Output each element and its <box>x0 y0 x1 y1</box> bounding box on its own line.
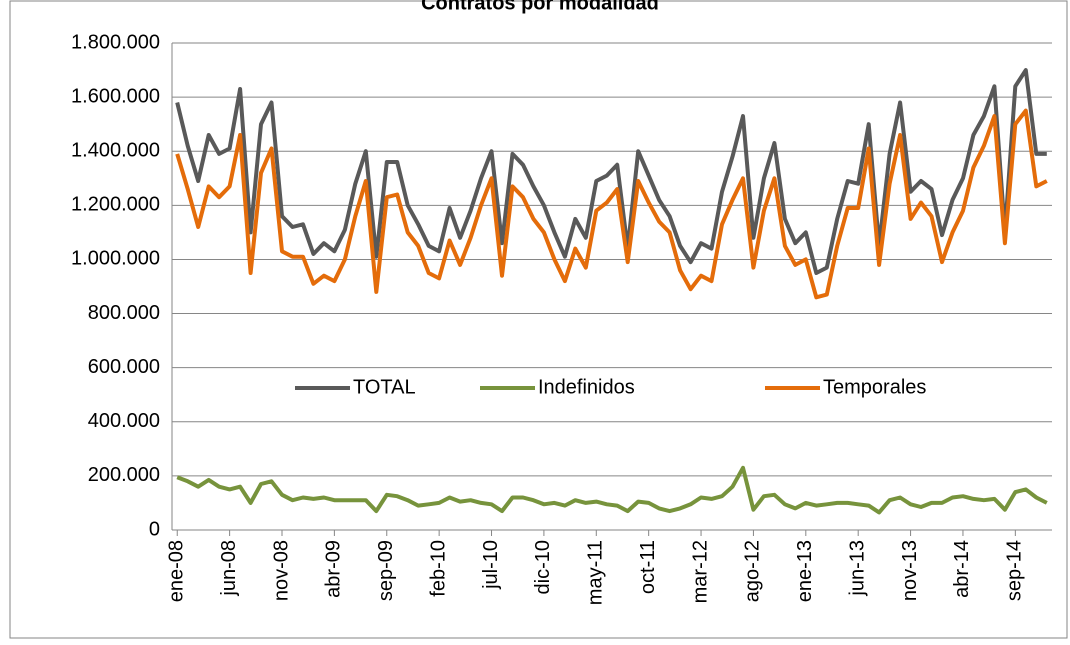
chart-frame <box>9 0 1068 639</box>
x-tick-label: feb-10 <box>427 540 449 597</box>
series-line <box>176 465 1048 515</box>
x-tick-label: jun-13 <box>846 540 868 597</box>
x-tick-label: jul-10 <box>480 540 502 590</box>
x-tick-label: oct-11 <box>637 540 659 594</box>
x-tick-label: sep-09 <box>375 540 397 601</box>
x-tick-label: nov-08 <box>270 540 292 601</box>
x-tick-label: abr-14 <box>951 540 973 598</box>
legend-label: Temporales <box>823 376 926 398</box>
y-tick-label: 1.800.000 <box>71 31 160 53</box>
legend-label: TOTAL <box>353 376 416 398</box>
x-tick-label: ene-13 <box>794 540 816 602</box>
chart-title: Contratos por modalidad <box>421 0 659 14</box>
x-tick-label: dic-10 <box>532 540 554 594</box>
y-tick-label: 1.000.000 <box>71 248 160 270</box>
series-line <box>175 108 1048 300</box>
y-tick-label: 1.600.000 <box>71 85 160 107</box>
y-tick-label: 600.000 <box>88 356 160 378</box>
x-tick-label: jun-08 <box>218 540 240 597</box>
x-tick-label: may-11 <box>585 540 607 605</box>
series-line <box>175 68 1047 275</box>
x-tick-label: abr-09 <box>323 540 345 598</box>
x-tick-label: ago-12 <box>742 540 764 602</box>
y-tick-label: 800.000 <box>88 302 160 324</box>
y-tick-label: 400.000 <box>88 410 160 432</box>
legend-label: Indefinidos <box>538 376 635 398</box>
x-tick-label: mar-12 <box>689 540 711 603</box>
x-tick-label: ene-08 <box>166 540 188 602</box>
x-tick-label: sep-14 <box>1004 540 1026 601</box>
y-tick-label: 200.000 <box>88 464 160 486</box>
x-tick-label: nov-13 <box>899 540 921 601</box>
y-tick-label: 0 <box>149 518 160 540</box>
y-tick-label: 1.200.000 <box>71 194 160 216</box>
y-tick-label: 1.400.000 <box>71 140 160 162</box>
